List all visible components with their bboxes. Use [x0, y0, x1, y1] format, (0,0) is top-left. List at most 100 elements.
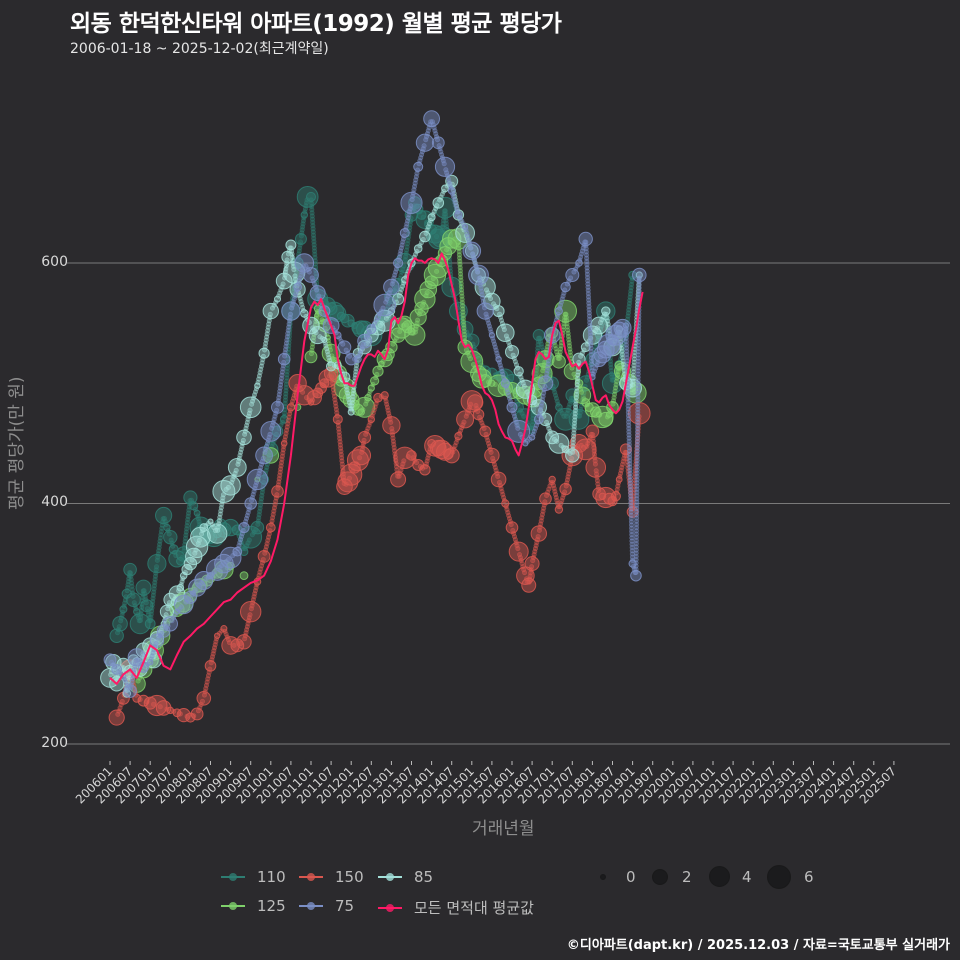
data-point — [454, 432, 463, 441]
data-point — [554, 505, 564, 514]
trend-dot — [560, 495, 566, 501]
data-point — [575, 259, 583, 267]
data-point — [578, 231, 593, 247]
data-point — [176, 708, 191, 723]
size-label: 0 — [626, 868, 636, 886]
data-point — [163, 592, 178, 607]
data-point — [109, 628, 124, 643]
y-tick-600: 600 — [41, 254, 68, 270]
data-point — [372, 365, 384, 377]
x-axis-label: 거래년월 — [472, 819, 535, 839]
data-point — [623, 378, 642, 398]
trend-dot — [515, 546, 521, 552]
trend-dot — [233, 467, 239, 473]
data-point — [423, 110, 441, 128]
data-point — [364, 393, 372, 402]
trend-dot — [118, 618, 124, 624]
trend-dot — [123, 679, 129, 685]
trend-dot — [340, 341, 346, 347]
data-point — [521, 577, 537, 593]
legend-item-125: 125 — [221, 897, 286, 915]
data-point — [176, 583, 185, 592]
data-point — [565, 448, 580, 463]
data-point — [406, 450, 417, 461]
trend-dot — [522, 570, 528, 576]
data-point — [190, 526, 211, 548]
trend-dot — [434, 268, 440, 274]
data-point — [505, 344, 519, 359]
data-point — [531, 363, 553, 385]
trend-dot — [143, 600, 149, 606]
data-point — [262, 302, 279, 320]
data-point — [163, 523, 171, 532]
legend-label: 75 — [335, 897, 355, 915]
data-point — [409, 308, 427, 326]
data-point — [239, 571, 249, 581]
legend-swatch — [299, 873, 323, 881]
data-point — [357, 408, 365, 416]
data-point — [373, 293, 397, 317]
trend-dot — [401, 458, 407, 464]
trend-dot — [196, 519, 202, 525]
trend-dot — [413, 251, 419, 257]
legend-item-85: 85 — [378, 868, 433, 886]
data-point — [271, 485, 284, 498]
trend-dot — [424, 290, 430, 296]
data-point — [415, 133, 434, 152]
data-point — [539, 492, 552, 505]
trend-dot — [267, 311, 273, 317]
data-point — [601, 306, 611, 316]
data-point — [357, 333, 373, 349]
data-point — [281, 301, 301, 321]
data-point — [162, 616, 179, 632]
trend-dot — [559, 498, 565, 504]
trend-dot — [466, 353, 472, 359]
trend-dot — [501, 327, 507, 333]
data-point — [196, 691, 212, 706]
trend-dot — [579, 389, 585, 395]
data-point — [236, 634, 252, 650]
size-legend-6: 6 — [767, 865, 814, 889]
trend-dot — [467, 335, 473, 341]
data-point — [530, 525, 547, 542]
data-point — [447, 187, 456, 195]
trend-dot — [325, 352, 331, 358]
data-point — [358, 430, 372, 444]
data-point — [443, 448, 454, 460]
data-point — [135, 579, 152, 596]
data-point — [488, 379, 496, 387]
data-point — [370, 376, 380, 386]
trend-dot — [508, 522, 514, 528]
data-point — [306, 390, 322, 406]
data-point — [321, 336, 328, 344]
data-point — [239, 396, 262, 419]
size-dot-icon — [767, 865, 791, 889]
data-point — [456, 410, 475, 429]
data-point — [354, 355, 362, 364]
data-point — [628, 559, 637, 568]
data-point — [522, 440, 529, 447]
data-point — [341, 313, 355, 328]
trend-dot — [360, 341, 366, 347]
data-point — [551, 354, 566, 369]
data-point — [133, 608, 141, 616]
scatter-points — [100, 110, 651, 726]
trend-dot — [254, 479, 260, 485]
data-point — [300, 309, 309, 318]
data-point — [413, 161, 424, 172]
data-point — [274, 295, 281, 303]
trend-dot — [163, 612, 169, 618]
legend-label: 150 — [335, 868, 364, 886]
data-point — [103, 653, 117, 667]
data-point — [275, 272, 293, 290]
data-point — [367, 415, 375, 424]
data-point — [488, 332, 495, 339]
data-point — [304, 350, 318, 364]
data-point — [554, 307, 563, 316]
data-point — [528, 434, 536, 441]
trend-dot — [521, 383, 527, 389]
data-point — [227, 458, 247, 477]
data-point — [204, 660, 217, 672]
data-point — [598, 411, 614, 427]
data-point — [285, 239, 297, 251]
